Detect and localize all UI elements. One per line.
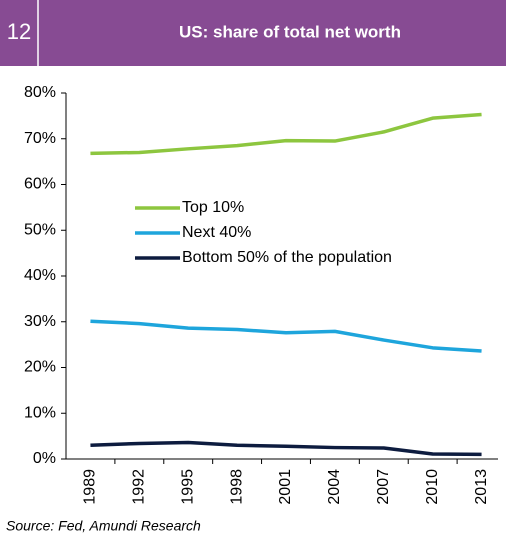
x-tick-label: 2007 <box>375 469 392 505</box>
x-tick-label: 1998 <box>228 469 245 505</box>
x-tick-label: 2001 <box>277 469 294 505</box>
chart-title: US: share of total net worth <box>179 22 401 41</box>
y-tick-label: 20% <box>24 359 56 376</box>
y-tick-label: 40% <box>24 267 56 284</box>
figure-number: 12 <box>7 19 31 44</box>
y-tick-label: 50% <box>24 221 56 238</box>
legend-label: Top 10% <box>182 199 244 216</box>
y-tick-label: 0% <box>33 450 56 467</box>
y-tick-label: 30% <box>24 313 56 330</box>
x-tick-label: 2010 <box>424 469 441 505</box>
y-tick-label: 10% <box>24 404 56 421</box>
y-tick-label: 80% <box>24 84 56 101</box>
legend-label: Next 40% <box>182 224 251 241</box>
series-line <box>90 112 482 156</box>
source-note: Source: Fed, Amundi Research <box>6 518 201 534</box>
series-line <box>90 440 482 457</box>
y-tick-label: 70% <box>24 130 56 147</box>
x-tick-label: 1995 <box>179 469 196 505</box>
series-line <box>90 319 482 353</box>
y-tick-label: 60% <box>24 176 56 193</box>
x-tick-label: 1992 <box>131 469 148 505</box>
x-tick-label: 1989 <box>82 469 99 505</box>
header-band <box>0 0 506 66</box>
legend-label: Bottom 50% of the population <box>182 249 392 266</box>
x-tick-label: 2013 <box>473 469 490 505</box>
x-tick-label: 2004 <box>326 469 343 505</box>
